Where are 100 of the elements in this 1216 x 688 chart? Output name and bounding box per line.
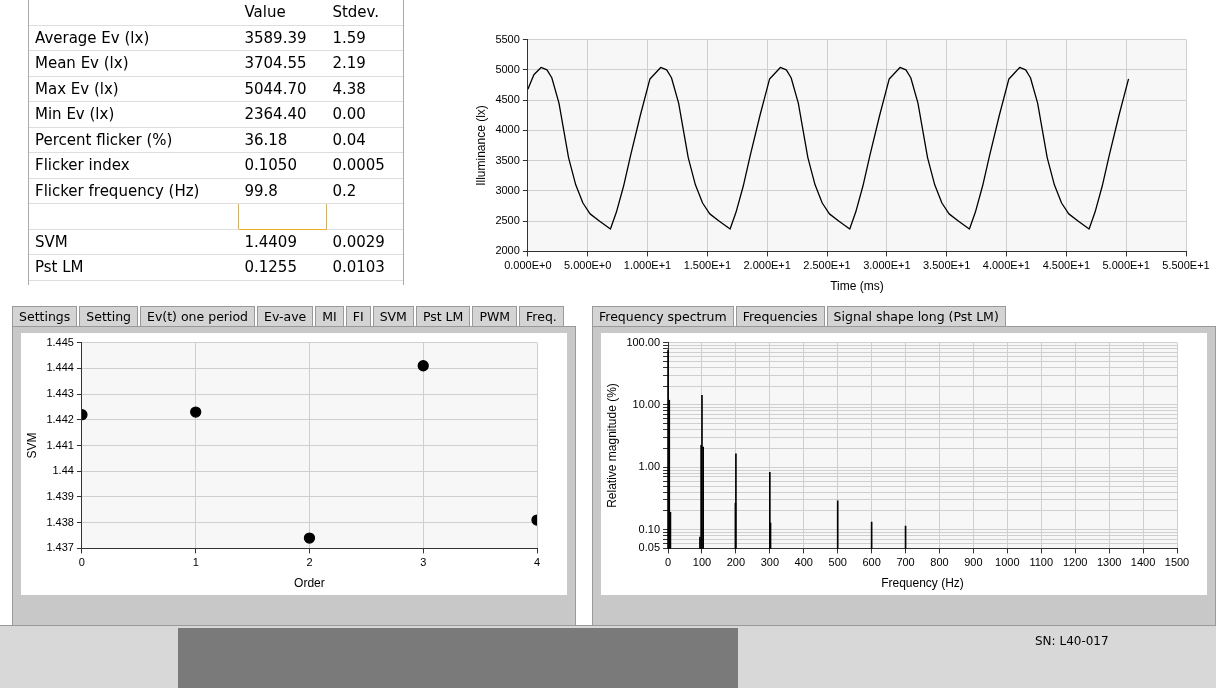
x-tick-label: 700 [896, 556, 915, 569]
y-tick-label: 4000 [495, 123, 520, 136]
text: Ev(t) one period [140, 306, 256, 326]
x-tick-label: 300 [760, 556, 780, 569]
text: 0.0005 [332, 156, 385, 175]
category-label: Pst LM [35, 258, 84, 277]
x-axis-title: Order [294, 576, 325, 591]
y-tick-label: 2000 [495, 244, 520, 257]
text: Frequency spectrum [592, 306, 734, 326]
x-tick-label: 1400 [1130, 556, 1156, 569]
y-tick-label: 10.00 [632, 397, 661, 410]
y-tick-label: 100.00 [626, 335, 661, 348]
text: 0.04 [332, 130, 366, 149]
text: 0.00 [332, 105, 366, 124]
x-tick-label: 0 [664, 556, 672, 569]
y-tick-label: 1.438 [46, 515, 74, 528]
text: 1.59 [332, 28, 366, 47]
x-tick-label: 200 [726, 556, 746, 569]
x-tick-label: 1.000E+1 [623, 259, 672, 272]
category-label: Flicker index [35, 156, 130, 175]
y-tick-label: 4500 [495, 93, 520, 106]
text: 99.8 [244, 181, 278, 200]
category-label: Stdev. [326, 0, 403, 25]
x-tick-label: 5.000E+1 [1102, 259, 1150, 272]
x-tick-label: 1500 [1164, 556, 1190, 569]
category-label: Min Ev (lx) [35, 105, 115, 124]
x-tick-label: 800 [930, 556, 949, 569]
x-tick-label: 2.000E+1 [743, 259, 791, 272]
y-axis-title: SVM [24, 432, 39, 459]
category-label: Percent flicker (%) [35, 130, 173, 149]
text: 2.19 [332, 54, 366, 73]
x-tick-label: 1000 [995, 556, 1020, 569]
y-axis-title: Relative magnitude (%) [604, 383, 619, 508]
text: MI [315, 306, 344, 326]
x-tick-label: 0.000E+0 [504, 259, 552, 272]
text: 3704.55 [244, 54, 307, 73]
text: 5044.70 [244, 79, 307, 98]
y-tick-label: 5500 [495, 32, 520, 45]
category-label: Average Ev (lx) [35, 28, 150, 47]
x-tick-label: 1.500E+1 [683, 259, 732, 272]
category-label: Value [238, 0, 327, 25]
text: Pst LM [415, 306, 471, 326]
text: 4.38 [332, 79, 366, 98]
text: Frequencies [735, 306, 825, 326]
y-tick-label: 3500 [495, 153, 520, 166]
text: Freq. [519, 306, 564, 326]
x-tick-label: 1 [192, 556, 199, 569]
text: Ev-ave [257, 306, 314, 326]
x-axis-title: Time (ms) [830, 279, 884, 294]
y-tick-label: 1.441 [46, 438, 74, 451]
text: 0.1050 [244, 156, 297, 175]
x-tick-label: 1100 [1029, 556, 1054, 569]
x-tick-label: 5.000E+0 [564, 259, 612, 272]
x-tick-label: 0 [78, 556, 85, 569]
x-tick-label: 4.500E+1 [1042, 259, 1091, 272]
y-tick-label: 1.00 [638, 460, 661, 473]
y-tick-label: 1.443 [46, 387, 74, 400]
category-label: SVM [35, 232, 68, 251]
x-axis-title: Frequency (Hz) [881, 576, 964, 591]
x-tick-label: 400 [794, 556, 813, 569]
text: 0.0103 [332, 258, 385, 277]
x-tick-label: 5.500E+1 [1162, 259, 1210, 272]
text: 0.2 [332, 181, 357, 200]
x-tick-label: 1200 [1062, 556, 1088, 569]
text: 3589.39 [244, 28, 307, 47]
text: 2364.40 [244, 105, 307, 124]
y-tick-label: 3000 [495, 183, 520, 196]
y-tick-label: 1.442 [46, 412, 74, 425]
x-tick-label: 3.500E+1 [922, 259, 971, 272]
text: 1.4409 [244, 232, 297, 251]
category-label: Flicker frequency (Hz) [35, 181, 200, 200]
text: FI [345, 306, 371, 326]
x-tick-label: 3.000E+1 [863, 259, 911, 272]
y-axis-title: Illuminance (lx) [473, 105, 488, 186]
x-tick-label: 4 [533, 556, 541, 569]
text: Signal shape long (Pst LM) [826, 306, 1006, 326]
text: 36.18 [244, 130, 288, 149]
y-tick-label: 0.05 [638, 541, 661, 554]
x-tick-label: 3 [420, 556, 427, 569]
x-tick-label: 2 [306, 556, 313, 569]
text: Settings [12, 306, 78, 326]
text: Setting [79, 306, 139, 326]
y-tick-label: 2500 [495, 214, 520, 227]
y-tick-label: 0.10 [638, 522, 661, 535]
y-tick-label: 1.439 [46, 489, 74, 502]
text: SVM [372, 306, 414, 326]
text: PWM [472, 306, 518, 326]
text: 0.0029 [332, 232, 385, 251]
category-label: Max Ev (lx) [35, 79, 119, 98]
y-tick-label: 1.444 [46, 361, 74, 374]
x-tick-label: 100 [692, 556, 712, 569]
x-tick-label: 500 [828, 556, 847, 569]
x-tick-label: 1300 [1096, 556, 1122, 569]
y-tick-label: 1.445 [46, 335, 74, 348]
x-tick-label: 600 [862, 556, 881, 569]
x-tick-label: 4.000E+1 [982, 259, 1031, 272]
text: SN: L40-017 [1035, 634, 1109, 648]
x-tick-label: 2.500E+1 [803, 259, 851, 272]
y-tick-label: 1.44 [52, 464, 74, 477]
category-label: Mean Ev (lx) [35, 54, 129, 73]
